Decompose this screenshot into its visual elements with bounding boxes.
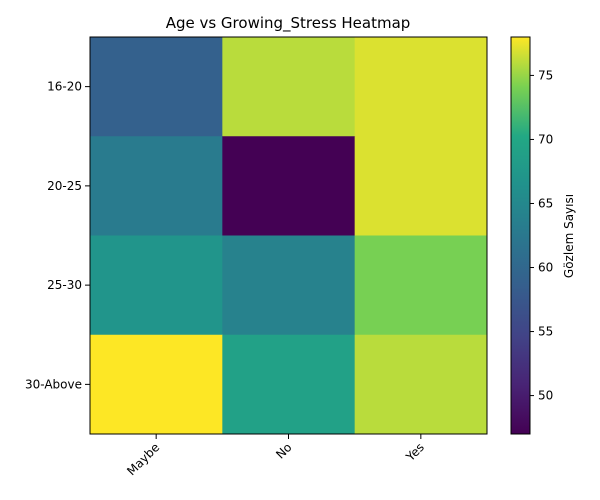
- heatmap-cell-25-30-No: [222, 235, 356, 336]
- heatmap-cell-30-Above-No: [222, 334, 356, 435]
- colorbar-tick-label: 60: [538, 261, 553, 275]
- heatmap-cells: [90, 37, 488, 435]
- heatmap-cell-25-30-Yes: [354, 235, 488, 336]
- colorbar-tick-label: 50: [538, 389, 553, 403]
- y-tick-label: 25-30: [47, 278, 82, 292]
- chart-title: Age vs Growing_Stress Heatmap: [166, 14, 411, 33]
- heatmap-cell-25-30-Maybe: [90, 235, 223, 336]
- colorbar-tick-label: 65: [538, 196, 553, 210]
- colorbar-tick-label: 70: [538, 132, 553, 146]
- x-tick-label: Maybe: [124, 440, 162, 478]
- heatmap-cell-20-25-No: [222, 136, 356, 236]
- colorbar: 50 55 60 65 70 75: [510, 36, 553, 435]
- colorbar-tick-label: 55: [538, 325, 553, 339]
- colorbar-tick-label: 75: [538, 68, 553, 82]
- heatmap-cell-16-20-Yes: [354, 37, 488, 137]
- heatmap-cell-20-25-Maybe: [90, 136, 223, 236]
- y-tick-label: 16-20: [47, 80, 82, 94]
- x-tick-label: Yes: [403, 440, 427, 464]
- y-axis: 16-20 20-25 25-30 30-Above: [25, 80, 90, 391]
- y-tick-label: 30-Above: [25, 377, 82, 391]
- heatmap-cell-16-20-Maybe: [90, 37, 223, 137]
- heatmap-cell-30-Above-Maybe: [90, 334, 223, 435]
- heatmap-cell-16-20-No: [222, 37, 356, 137]
- heatmap-cell-20-25-Yes: [354, 136, 488, 236]
- x-tick-label: No: [273, 440, 294, 461]
- y-tick-label: 20-25: [47, 179, 82, 193]
- heatmap-cell-30-Above-Yes: [354, 334, 488, 435]
- colorbar-gradient: [510, 36, 531, 435]
- x-axis: Maybe No Yes: [124, 434, 427, 478]
- colorbar-label: Gözlem Sayısı: [562, 194, 576, 278]
